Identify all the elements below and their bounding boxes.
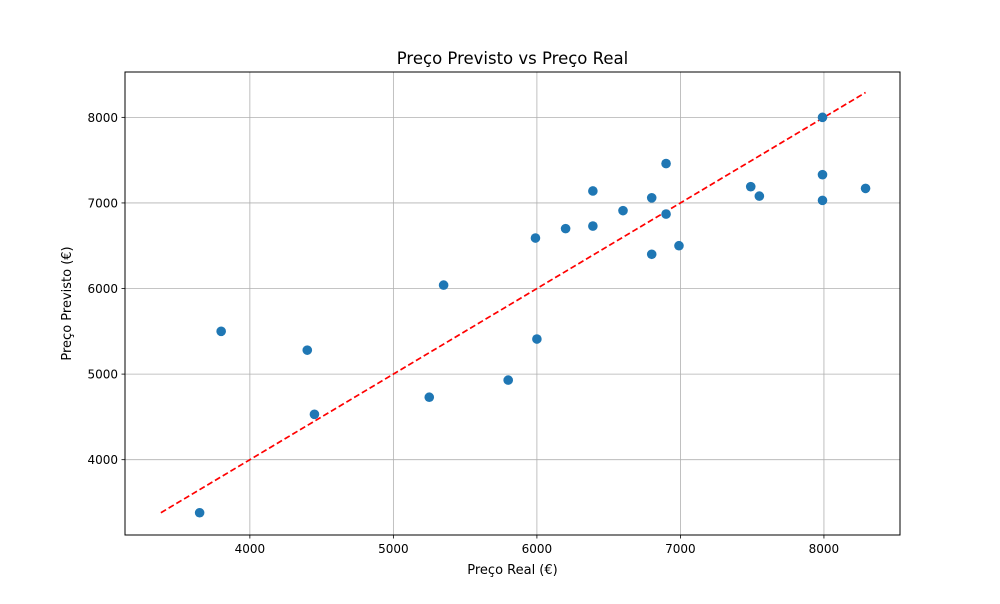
y-axis-ticks: 4000 5000 6000 7000 8000 <box>87 111 125 467</box>
x-tick-label: 6000 <box>522 542 553 556</box>
x-axis-ticks: 4000 5000 6000 7000 8000 <box>235 535 840 556</box>
plot-frame <box>124 71 901 536</box>
data-point <box>438 280 449 290</box>
data-point <box>588 221 598 231</box>
data-point <box>646 193 657 203</box>
data-point <box>424 392 435 403</box>
data-point <box>532 334 542 344</box>
ideal-prediction-line <box>160 91 866 514</box>
y-tick-label: 8000 <box>87 111 118 125</box>
data-point <box>661 209 671 219</box>
y-tick-label: 5000 <box>87 368 118 382</box>
data-point <box>661 158 671 169</box>
data-point <box>646 249 657 260</box>
data-point <box>530 233 541 243</box>
data-point <box>674 240 684 251</box>
data-point <box>618 205 628 216</box>
data-point <box>503 375 513 385</box>
chart-title: Preço Previsto vs Preço Real <box>397 49 628 68</box>
grid <box>125 72 900 535</box>
x-tick-label: 4000 <box>235 542 266 556</box>
data-points <box>194 112 871 518</box>
data-point <box>745 181 756 192</box>
x-axis-label: Preço Real (€) <box>467 563 557 578</box>
data-point <box>588 186 598 196</box>
data-point <box>860 183 871 194</box>
data-point <box>216 326 226 337</box>
data-point <box>754 191 765 201</box>
x-tick-label: 5000 <box>378 542 409 556</box>
data-point <box>194 507 205 518</box>
y-axis-label: Preço Previsto (€) <box>60 246 75 360</box>
data-point <box>309 409 320 420</box>
data-point <box>817 169 828 180</box>
data-point <box>817 112 828 123</box>
reference-line-layer <box>160 91 866 514</box>
y-tick-label: 4000 <box>87 453 118 467</box>
x-tick-label: 8000 <box>809 542 840 556</box>
data-point <box>817 195 828 206</box>
data-point <box>302 345 313 355</box>
data-point <box>560 223 571 234</box>
y-tick-label: 6000 <box>87 282 118 296</box>
y-tick-label: 7000 <box>87 196 118 210</box>
x-tick-label: 7000 <box>665 542 696 556</box>
